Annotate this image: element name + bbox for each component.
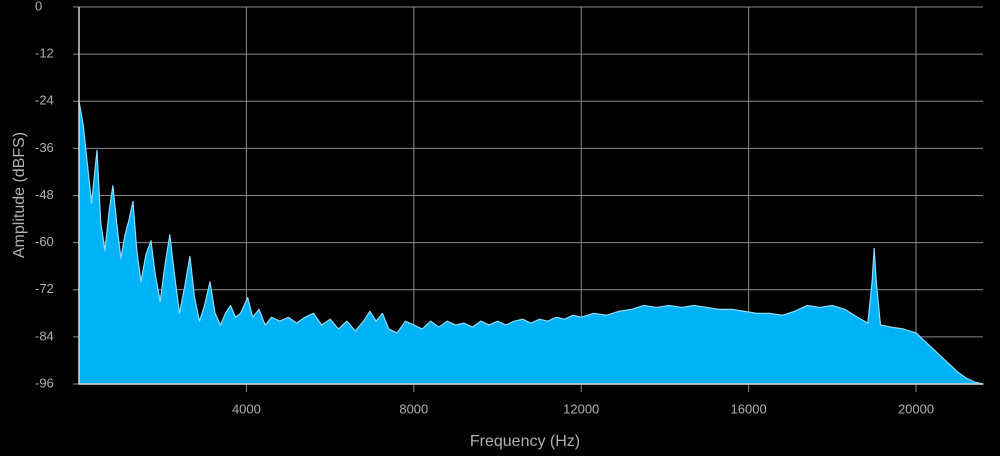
x-tick-label: 4000 <box>232 401 261 416</box>
x-axis-title: Frequency (Hz) <box>470 433 580 450</box>
y-axis-title: Amplitude (dBFS) <box>11 132 28 258</box>
x-tick-label: 8000 <box>399 401 428 416</box>
spectrum-area <box>78 100 984 385</box>
x-tick-label: 16000 <box>731 401 767 416</box>
y-tick-label: -48 <box>35 187 54 202</box>
y-tick-label: -96 <box>35 375 54 390</box>
y-tick-label: -72 <box>35 281 54 296</box>
y-tick-label: -60 <box>35 234 54 249</box>
y-tick-label: -84 <box>35 328 54 343</box>
y-tick-label: -24 <box>35 93 54 108</box>
x-tick-label: 12000 <box>563 401 599 416</box>
y-tick-label: -36 <box>35 140 54 155</box>
x-tick-label: 20000 <box>898 401 934 416</box>
y-tick-label: 0 <box>35 0 42 13</box>
y-tick-label: -12 <box>35 46 54 61</box>
